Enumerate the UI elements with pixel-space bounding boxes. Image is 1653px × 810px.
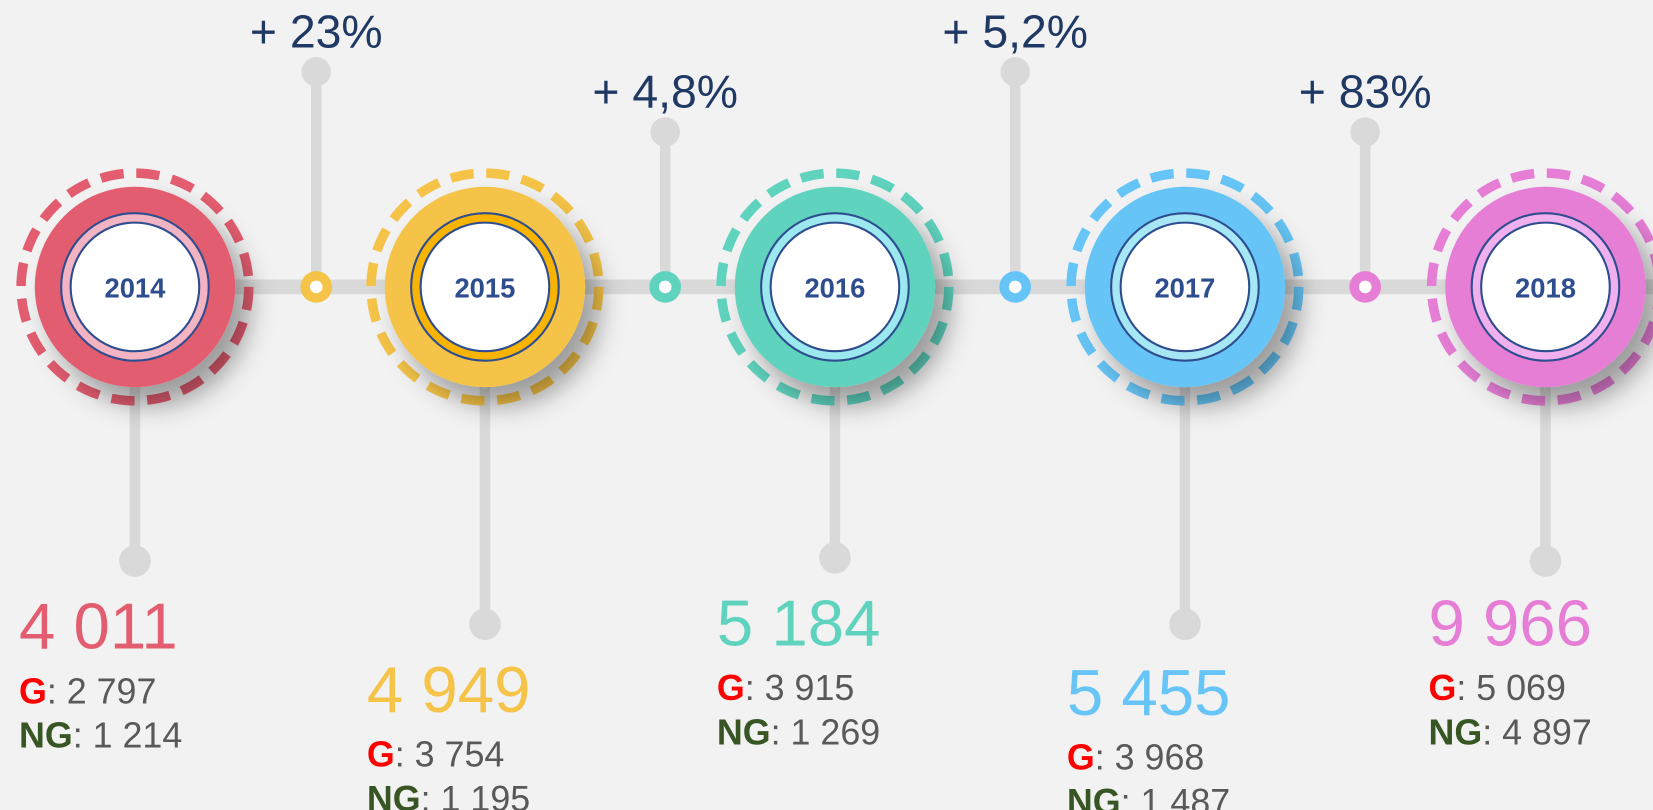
g-line: G: 5 069 [1428, 668, 1565, 708]
g-key: G [1428, 668, 1456, 708]
g-key: G [19, 671, 47, 711]
total-value: 5 184 [717, 586, 881, 659]
g-value: : 3 915 [745, 668, 855, 708]
ng-key: NG [19, 716, 73, 756]
inner-disk [769, 221, 901, 353]
dashed-ring [16, 168, 254, 406]
dashed-ring [1066, 168, 1304, 406]
down-stem-dot [1529, 545, 1562, 577]
total-value: 5 455 [1067, 656, 1231, 729]
growth-label: + 23% [250, 6, 383, 58]
ng-line: NG: 4 897 [1428, 712, 1591, 752]
ng-line: NG: 1 214 [19, 716, 182, 756]
growth-label: + 83% [1299, 66, 1432, 118]
g-line: G: 3 968 [1067, 738, 1204, 778]
g-key: G [717, 668, 745, 708]
ng-line: NG: 1 195 [367, 779, 530, 810]
inner-disk [69, 221, 201, 353]
year-label: 2017 [1154, 272, 1215, 303]
ng-value: : 1 195 [421, 779, 531, 810]
total-value: 9 966 [1428, 586, 1592, 659]
g-key: G [367, 735, 395, 775]
total-value: 4 011 [19, 590, 178, 663]
growth-stem-dot [650, 117, 680, 147]
ng-value: : 1 214 [73, 716, 183, 756]
year-label: 2018 [1515, 272, 1576, 303]
g-line: G: 3 754 [367, 735, 504, 775]
dashed-ring [366, 168, 604, 406]
ng-key: NG [1067, 782, 1121, 810]
dashed-ring [716, 168, 954, 406]
growth-stem-dot [1350, 117, 1380, 147]
year-label: 2015 [454, 272, 515, 303]
total-value: 4 949 [367, 653, 531, 726]
inner-disk [1480, 221, 1611, 353]
ng-line: NG: 1 269 [717, 712, 880, 752]
g-key: G [1067, 738, 1095, 778]
connector-dot-center [1008, 280, 1022, 294]
down-stem-dot [819, 542, 851, 574]
g-value: : 2 797 [47, 671, 157, 711]
ng-key: NG [717, 712, 771, 752]
year-label: 2016 [804, 272, 865, 303]
down-stem-dot [1169, 608, 1201, 641]
ng-line: NG: 1 487 [1067, 782, 1230, 810]
connector-dot-center [1358, 280, 1372, 294]
g-value: : 3 754 [395, 735, 505, 775]
down-stem-dot [119, 545, 151, 577]
ng-value: : 4 897 [1482, 712, 1592, 752]
ng-value: : 1 269 [771, 712, 881, 752]
growth-stem-dot [301, 57, 332, 87]
inner-disk [419, 221, 551, 353]
inner-disk [1119, 221, 1251, 353]
g-line: G: 3 915 [717, 668, 854, 708]
connector-dot-center [309, 280, 323, 294]
connector-dot-center [658, 280, 672, 294]
down-stem-dot [469, 608, 501, 641]
growth-label: + 5,2% [942, 6, 1088, 58]
ng-value: : 1 487 [1121, 782, 1231, 810]
ng-key: NG [367, 779, 421, 810]
ng-key: NG [1428, 712, 1482, 752]
g-value: : 5 069 [1456, 668, 1566, 708]
growth-stem-dot [1000, 57, 1030, 87]
year-label: 2014 [104, 272, 166, 303]
growth-label: + 4,8% [592, 66, 738, 118]
g-line: G: 2 797 [19, 671, 156, 711]
g-value: : 3 968 [1095, 738, 1205, 778]
